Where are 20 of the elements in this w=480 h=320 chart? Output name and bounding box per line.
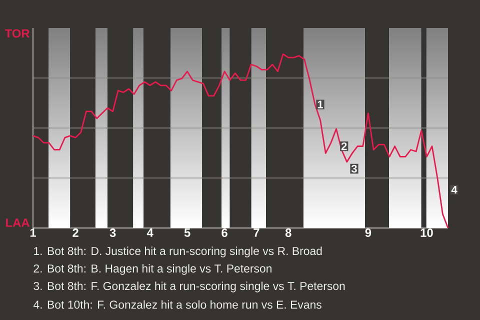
- x-tick-label: 10: [420, 228, 433, 237]
- x-tick-label: 9: [365, 228, 372, 237]
- text: LAA: [6, 218, 30, 227]
- text: 3. Bot 8th: F. Gonzalez hit a run-scoring single vs T. Peterson: [34, 282, 345, 292]
- annotation: 1: [318, 100, 323, 108]
- text: TOR: [4, 29, 30, 38]
- text: 4. Bot 10th: F. Gonzalez hit a solo home run vs E. Evans: [33, 300, 322, 309]
- x-tick-label: 7: [254, 228, 260, 237]
- text: 4: [451, 186, 458, 194]
- x-tick-label: 2: [72, 228, 78, 237]
- x-tick-label: 4: [146, 228, 154, 237]
- x-tick-label: 1: [30, 228, 36, 237]
- annotation: 3: [351, 164, 357, 173]
- x-tick-label: 5: [184, 228, 190, 237]
- text: 2. Bot 8th: B. Hagen hit a single vs T. Peterson: [34, 264, 272, 275]
- annotation: 2: [341, 142, 347, 150]
- x-tick-label: 8: [285, 228, 292, 237]
- x-tick-label: 3: [110, 228, 116, 238]
- x-tick-label: 6: [222, 228, 228, 237]
- text: 1. Bot 8th: D. Justice hit a run-scoring single vs R. Broad: [34, 246, 322, 258]
